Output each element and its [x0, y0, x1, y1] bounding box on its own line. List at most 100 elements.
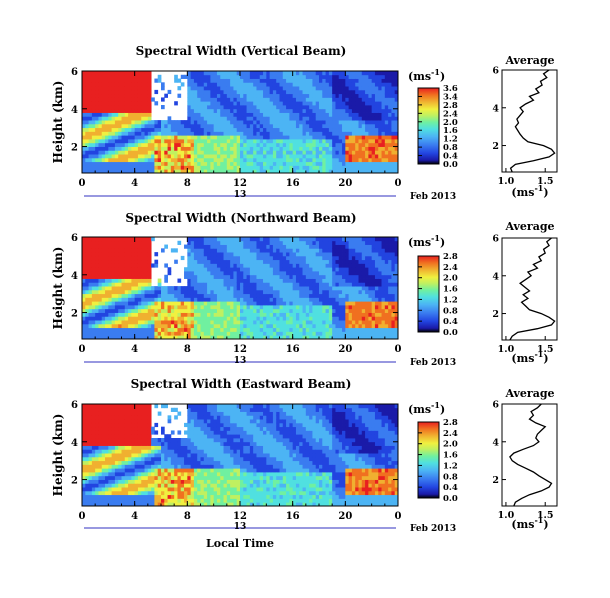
heatmap-cell	[286, 327, 290, 332]
heatmap-cell	[365, 327, 369, 332]
heatmap-cell	[351, 93, 356, 98]
heatmap-cell	[263, 131, 267, 136]
heatmap-cell	[328, 293, 333, 298]
heatmap-cell	[220, 139, 224, 144]
heatmap-cell	[151, 263, 155, 268]
heatmap-cell	[351, 97, 356, 102]
heatmap-cell	[210, 165, 215, 170]
heatmap-cell	[164, 289, 168, 295]
heatmap-cell	[111, 278, 116, 283]
heatmap-cell	[141, 297, 145, 302]
heatmap-cell	[282, 308, 287, 313]
heatmap-cell	[213, 123, 218, 129]
heatmap-cell	[358, 78, 363, 83]
heatmap-cell	[374, 312, 379, 317]
heatmap-cell	[98, 116, 103, 121]
heatmap-cell	[256, 293, 261, 298]
heatmap-cell	[253, 154, 257, 159]
heatmap-cell	[118, 89, 122, 95]
heatmap-cell	[246, 263, 251, 268]
heatmap-cell	[105, 127, 109, 132]
heatmap-cell	[282, 169, 287, 174]
heatmap-cell	[111, 244, 116, 249]
heatmap-cell	[131, 108, 136, 113]
heatmap-cell	[216, 248, 221, 253]
heatmap-cell	[305, 86, 310, 91]
heatmap-cell	[236, 244, 241, 249]
heatmap-cell	[348, 305, 353, 310]
heatmap-cell	[384, 244, 389, 249]
heatmap-cell	[164, 323, 168, 329]
heatmap-cell	[161, 120, 165, 125]
heatmap-cell	[134, 116, 139, 121]
heatmap-cell	[384, 154, 389, 159]
heatmap-cell	[161, 146, 165, 151]
heatmap-cell	[371, 150, 376, 155]
heatmap-cell	[348, 244, 353, 249]
heatmap-cell	[302, 323, 307, 329]
heatmap-cell	[374, 127, 379, 132]
heatmap-cell	[174, 323, 178, 329]
heatmap-cell	[233, 74, 238, 79]
x-tick-label: 16	[286, 178, 300, 189]
heatmap-cell	[128, 240, 132, 245]
heatmap-cell	[174, 297, 178, 302]
heatmap-cell	[111, 116, 116, 121]
heatmap-cell	[184, 271, 188, 276]
heatmap-cell	[240, 169, 244, 174]
heatmap-cell	[240, 274, 244, 279]
heatmap-cell	[193, 316, 198, 321]
heatmap-cell	[338, 116, 343, 121]
heatmap-cell	[216, 293, 221, 298]
heatmap-cell	[279, 240, 284, 245]
heatmap-cell	[101, 323, 106, 329]
heatmap-cell	[91, 274, 96, 279]
heatmap-cell	[220, 161, 224, 166]
heatmap-cell	[302, 97, 307, 102]
heatmap-cell	[315, 308, 320, 313]
heatmap-cell	[180, 154, 185, 159]
heatmap-cell	[246, 289, 251, 295]
heatmap-cell	[256, 312, 261, 317]
heatmap-cell	[157, 131, 162, 136]
heatmap-cell	[253, 161, 257, 166]
heatmap-cell	[299, 139, 303, 144]
heatmap-cell	[118, 135, 122, 140]
heatmap-cell	[144, 78, 149, 83]
heatmap-cell	[240, 259, 244, 264]
heatmap-cell	[141, 127, 145, 132]
heatmap-cell	[220, 331, 224, 336]
heatmap-cell	[315, 142, 320, 147]
heatmap-cell	[197, 267, 201, 272]
heatmap-cell	[180, 316, 185, 321]
heatmap-cell	[368, 116, 373, 121]
heatmap-cell	[187, 131, 192, 136]
heatmap-cell	[335, 252, 340, 257]
heatmap-cell	[197, 286, 201, 291]
heatmap-cell	[170, 139, 175, 144]
heatmap-cell	[345, 86, 350, 91]
heatmap-cell	[220, 93, 224, 98]
heatmap-cell	[108, 135, 113, 140]
heatmap-cell	[249, 240, 254, 245]
heatmap-cell	[121, 312, 126, 317]
heatmap-cell	[328, 308, 333, 313]
heatmap-cell	[358, 74, 363, 79]
heatmap-cell	[128, 274, 132, 279]
heatmap-cell	[88, 267, 93, 272]
heatmap-cell	[384, 335, 389, 340]
heatmap-cell	[134, 271, 139, 276]
heatmap-cell	[98, 105, 103, 110]
heatmap-cell	[348, 271, 353, 276]
heatmap-cell	[161, 331, 165, 336]
heatmap-cell	[289, 323, 294, 329]
heatmap-cell	[98, 161, 103, 166]
heatmap-cell	[368, 169, 373, 174]
heatmap-cell	[233, 146, 238, 151]
heatmap-cell	[299, 97, 303, 102]
heatmap-cell	[322, 78, 326, 83]
heatmap-cell	[335, 335, 340, 340]
heatmap-cell	[197, 105, 201, 110]
heatmap-cell	[368, 112, 373, 117]
heatmap-cell	[151, 301, 155, 306]
